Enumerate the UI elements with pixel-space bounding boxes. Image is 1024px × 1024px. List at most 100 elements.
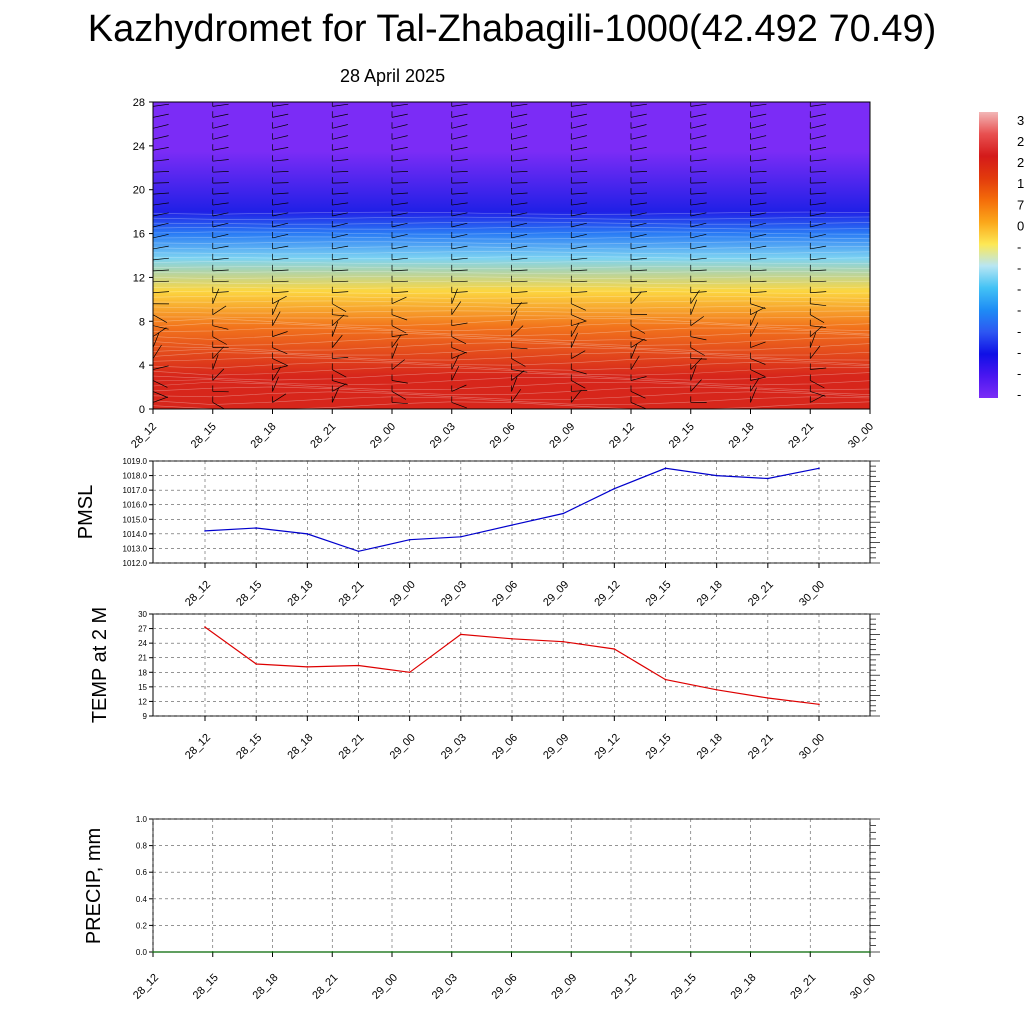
wind-barb (511, 182, 528, 184)
wind-barb (272, 202, 289, 206)
wind-barb (630, 291, 642, 304)
wind-barb (391, 103, 408, 107)
wind-barb (571, 103, 588, 107)
wind-barb (630, 355, 640, 370)
wind-barb (630, 325, 646, 334)
wind-barb (332, 257, 349, 261)
wind-barb (391, 257, 408, 261)
wind-barb (571, 303, 586, 311)
wind-barb (511, 358, 526, 367)
x-tick-label: 28_15 (234, 579, 264, 609)
wind-barb (511, 245, 528, 250)
wind-barb (272, 299, 280, 315)
wind-barb (391, 334, 402, 348)
x-tick-label: 29_03 (430, 972, 460, 1002)
wind-barb (391, 202, 408, 206)
wind-barb (869, 204, 870, 206)
x-tick-label: 29_09 (549, 972, 579, 1002)
wind-barb (690, 347, 705, 356)
y-tick-label: 20 (133, 185, 145, 197)
wind-barb (511, 369, 528, 373)
y-tick-label: 0.6 (136, 868, 148, 877)
y-tick-label: 27 (138, 625, 147, 634)
wind-barb (212, 135, 229, 140)
wind-barb (630, 269, 648, 272)
wind-barb (750, 322, 759, 337)
wind-barb (451, 113, 468, 118)
wind-barb (571, 369, 587, 375)
wind-barb (750, 369, 766, 377)
x-tick-label: 28_12 (131, 972, 161, 1002)
wind-barb (690, 202, 707, 206)
wind-barb (750, 159, 767, 162)
wind-barb (332, 269, 349, 272)
data-point (818, 703, 820, 706)
wind-barb (571, 380, 586, 389)
wind-barb (750, 303, 766, 310)
wind-barb (332, 182, 349, 184)
wind-barb (391, 296, 407, 305)
wind-barb (212, 269, 229, 272)
data-point (331, 951, 334, 953)
wind-barb (869, 292, 870, 293)
wind-barb (630, 147, 647, 151)
wind-barb (511, 389, 521, 403)
x-tick-label: 29_00 (388, 732, 418, 762)
wind-barb (391, 222, 408, 228)
wind-barb (630, 182, 648, 184)
x-tick-label: 28_21 (310, 972, 340, 1002)
wind-barb (810, 124, 826, 129)
wind-barb (212, 202, 229, 206)
wind-barb (511, 302, 522, 315)
contour-line (153, 315, 870, 319)
wind-barb (750, 376, 767, 381)
wind-barb (630, 257, 647, 261)
chart-date: 28 April 2025 (340, 66, 446, 86)
x-tick-label: 28_18 (251, 972, 281, 1002)
data-point (767, 477, 769, 480)
x-tick-label: 29_21 (788, 972, 818, 1002)
wind-barb (451, 384, 467, 392)
wind-barb (571, 222, 587, 228)
wind-barb (272, 182, 289, 184)
colorbar-label: - (1017, 239, 1021, 254)
wind-barb (153, 396, 169, 403)
wind-barb (630, 192, 648, 195)
wind-barb (810, 222, 826, 228)
x-tick-label: 29_06 (490, 732, 520, 762)
y-tick-label: 0.0 (136, 948, 148, 957)
wind-barb (332, 171, 349, 173)
wind-barb (332, 124, 348, 129)
wind-barb (810, 269, 827, 272)
x-tick-label: 30_00 (848, 972, 878, 1002)
wind-barb (272, 159, 289, 162)
wind-barb (511, 325, 524, 337)
wind-barb (869, 402, 870, 403)
wind-barb (571, 314, 587, 322)
x-tick-label: 29_00 (368, 421, 398, 451)
wind-barb (272, 124, 289, 129)
wind-barb (391, 325, 407, 334)
wind-barb (750, 280, 767, 283)
data-point (613, 648, 616, 650)
wind-barb (272, 365, 289, 370)
wind-barb (630, 245, 647, 250)
wind-barb (391, 269, 409, 272)
wind-barb (451, 202, 468, 206)
wind-barb (810, 303, 827, 307)
data-point (460, 633, 462, 636)
wind-barb (272, 147, 289, 151)
x-tick-label: 28_15 (234, 732, 264, 762)
wind-barb (869, 138, 870, 140)
wind-barb (153, 280, 170, 283)
y-tick-label: 18 (138, 668, 147, 677)
x-tick-label: 29_18 (729, 972, 759, 1002)
data-point (749, 951, 752, 953)
wind-barb (391, 113, 408, 118)
wind-barb (332, 159, 349, 162)
wind-barb (690, 171, 707, 173)
x-tick-label: 30_00 (797, 579, 827, 609)
wind-barb (750, 233, 767, 239)
x-tick-label: 29_00 (370, 972, 400, 1002)
